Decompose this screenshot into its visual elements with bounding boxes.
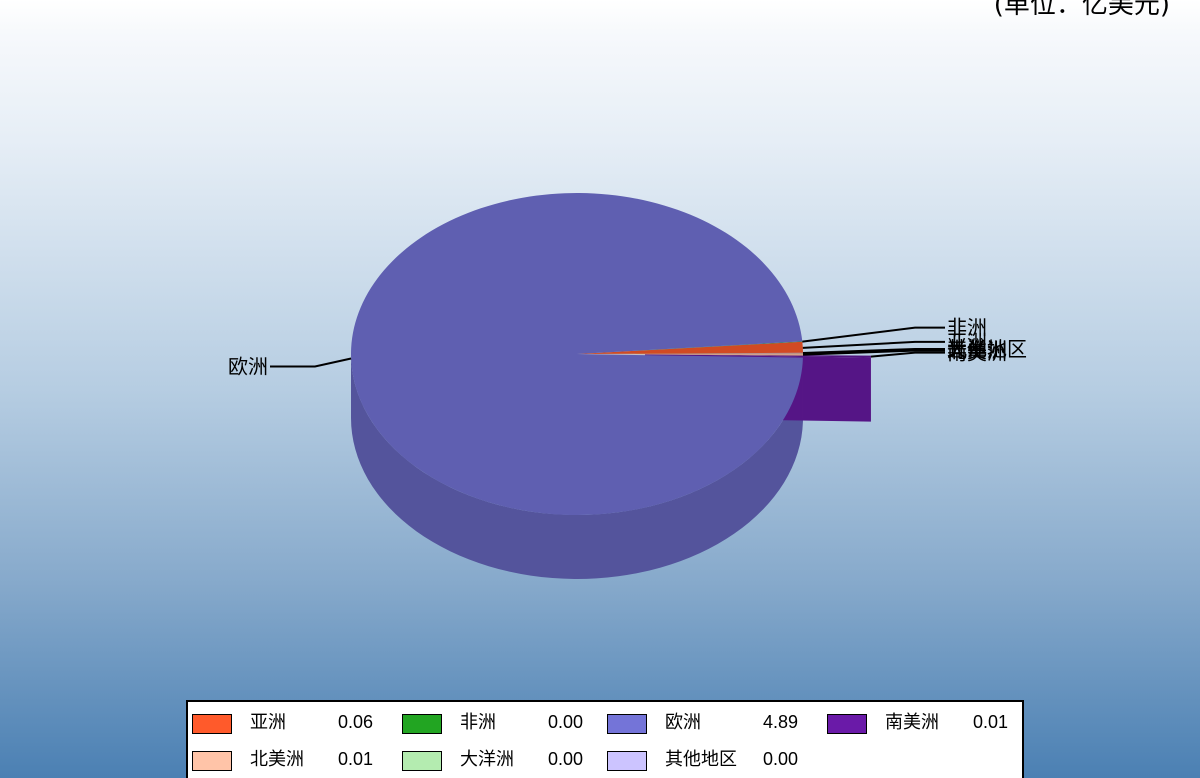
leader-line-2: [270, 357, 352, 368]
legend-label-4: 北美洲: [250, 749, 304, 770]
legend-label-5: 大洋洲: [460, 749, 514, 770]
legend-swatch-3: [827, 714, 867, 734]
legend-label-2: 欧洲: [665, 712, 701, 733]
slice-side-2: [351, 354, 803, 579]
slice-label-3: 南美洲: [947, 341, 1007, 365]
legend-value-4: 0.01: [338, 749, 374, 769]
legend-value-1: 0.00: [548, 712, 584, 732]
leader-line-0: [802, 340, 945, 349]
legend-label-6: 其他地区: [665, 749, 737, 770]
leader-line-1: [802, 326, 945, 343]
slice-0: [577, 341, 803, 354]
slice-label-5: 大洋洲: [947, 337, 1007, 361]
legend-value-0: 0.06: [338, 712, 374, 732]
legend-label-1: 非洲: [460, 712, 496, 733]
legend-swatch-5: [402, 751, 442, 771]
legend-value-3: 0.01: [973, 712, 1009, 732]
legend-swatch-6: [607, 751, 647, 771]
slice-5: [577, 353, 803, 354]
slice-label-6: 其他地区: [947, 337, 1027, 361]
legend-value-6: 0.00: [763, 749, 799, 769]
slice-1: [577, 341, 803, 354]
slice-4: [577, 353, 803, 356]
leader-line-3: [870, 351, 945, 358]
legend-label-3: 南美洲: [885, 712, 939, 733]
slice-6: [577, 352, 803, 354]
slice-label-4: 北美洲: [947, 339, 1007, 363]
leader-line-4: [802, 349, 945, 356]
slice-label-0: 亚洲: [947, 330, 987, 354]
slice-label-2: 欧洲: [228, 354, 268, 378]
leader-line-6: [802, 347, 945, 354]
slice-label-1: 非洲: [947, 316, 987, 340]
pie-top: [350, 193, 871, 516]
legend-label-0: 亚洲: [250, 712, 286, 733]
slice-2: [350, 193, 803, 516]
legend-swatch-1: [402, 714, 442, 734]
unit-label: (单位：亿美元): [993, 0, 1170, 20]
legend-value-5: 0.00: [548, 749, 584, 769]
legend-swatch-0: [192, 714, 232, 734]
legend: 亚洲 0.06 非洲 0.00 欧洲 4.89 南美洲 0.01 北美洲 0.01 大洋洲 0.00 其…: [186, 700, 1024, 778]
legend-swatch-2: [607, 714, 647, 734]
slice-3: [645, 354, 871, 358]
legend-value-2: 4.89: [763, 712, 799, 732]
legend-swatch-4: [192, 751, 232, 771]
